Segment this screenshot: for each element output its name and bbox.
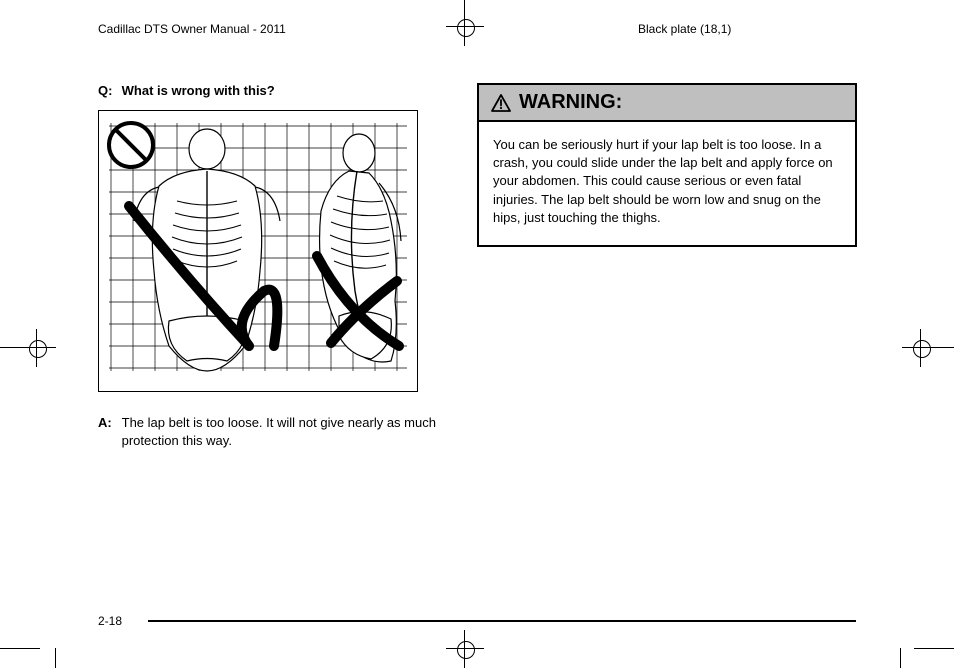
- footer-rule: [148, 620, 856, 622]
- figure-svg: [99, 111, 417, 391]
- crop-mark-bl-h: [0, 648, 40, 649]
- crop-mark-bl-v: [55, 648, 56, 668]
- answer-text: The lap belt is too loose. It will not g…: [122, 414, 442, 449]
- crop-mark-left: [0, 347, 18, 348]
- header-manual-title: Cadillac DTS Owner Manual - 2011: [98, 22, 286, 36]
- crop-mark-br-h: [914, 648, 954, 649]
- page: Cadillac DTS Owner Manual - 2011 Black p…: [0, 0, 954, 668]
- prohibition-icon: [109, 123, 153, 167]
- question-text: What is wrong with this?: [122, 83, 275, 98]
- answer-label: A:: [98, 414, 118, 432]
- crop-mark-top: [464, 0, 465, 10]
- question-label: Q:: [98, 83, 118, 98]
- header-plate-info: Black plate (18,1): [638, 22, 731, 36]
- warning-body-text: You can be seriously hurt if your lap be…: [479, 122, 855, 245]
- registration-mark-right: [908, 335, 934, 361]
- crop-mark-br-v: [900, 648, 901, 668]
- right-column: WARNING: You can be seriously hurt if yo…: [477, 83, 857, 247]
- warning-box: WARNING: You can be seriously hurt if yo…: [477, 83, 857, 247]
- registration-mark-left: [24, 335, 50, 361]
- left-column: Q: What is wrong with this?: [98, 83, 446, 449]
- registration-mark-top: [452, 14, 478, 40]
- skeleton-front: [134, 129, 280, 371]
- crop-mark-bottom: [464, 660, 465, 668]
- warning-triangle-icon: [491, 94, 511, 112]
- warning-title-bar: WARNING:: [479, 85, 855, 122]
- figure-lap-belt-diagram: [98, 110, 418, 392]
- question-line: Q: What is wrong with this?: [98, 83, 446, 98]
- page-number: 2-18: [98, 614, 122, 628]
- skeleton-side: [320, 134, 401, 362]
- answer-block: A: The lap belt is too loose. It will no…: [98, 414, 446, 449]
- crop-mark-right: [940, 347, 954, 348]
- registration-mark-bottom: [452, 636, 478, 662]
- warning-title-text: WARNING:: [519, 91, 622, 114]
